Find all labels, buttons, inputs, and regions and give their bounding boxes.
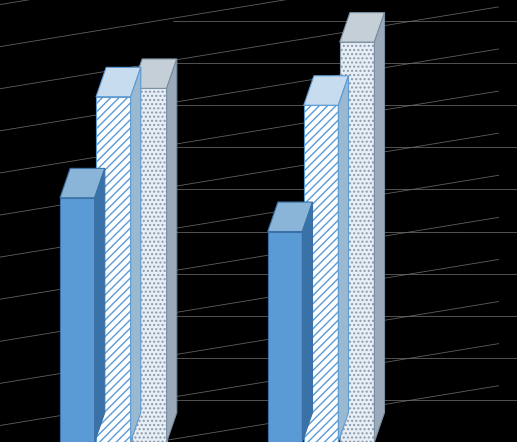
Polygon shape [302,202,312,442]
Polygon shape [340,13,385,42]
Polygon shape [338,76,348,442]
Polygon shape [132,59,177,88]
Polygon shape [166,59,177,442]
Polygon shape [303,105,338,442]
Polygon shape [132,88,166,442]
Polygon shape [340,42,374,442]
Polygon shape [268,232,302,442]
Polygon shape [96,97,131,442]
Polygon shape [131,67,141,442]
Polygon shape [303,76,348,105]
Polygon shape [374,13,385,442]
Polygon shape [60,198,95,442]
Polygon shape [268,202,312,232]
Polygon shape [60,168,105,198]
Polygon shape [96,67,141,97]
Polygon shape [95,168,105,442]
